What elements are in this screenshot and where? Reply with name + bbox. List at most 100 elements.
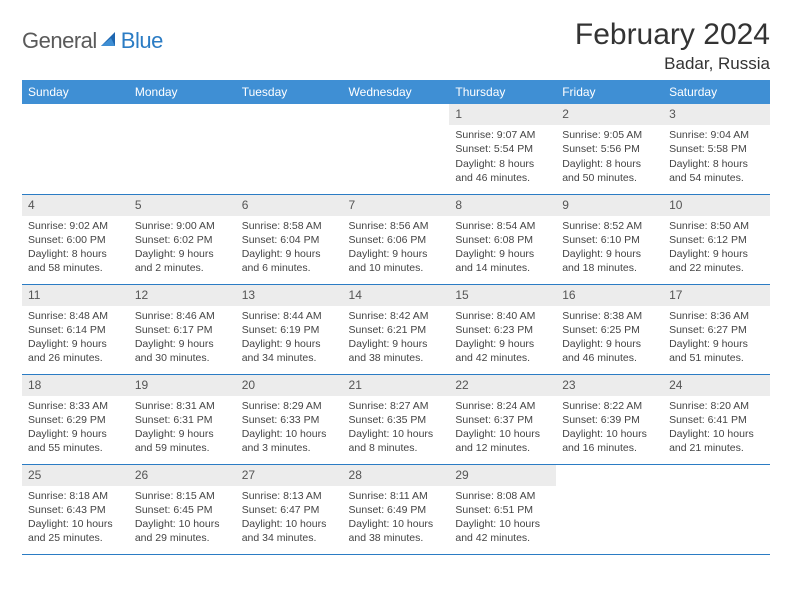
calendar-day-cell: 13Sunrise: 8:44 AMSunset: 6:19 PMDayligh… — [236, 284, 343, 374]
day-details: Sunrise: 8:38 AMSunset: 6:25 PMDaylight:… — [556, 306, 663, 370]
daylight-text: and 6 minutes. — [242, 261, 337, 275]
sunset-text: Sunset: 6:35 PM — [349, 413, 444, 427]
daylight-text: Daylight: 8 hours — [562, 157, 657, 171]
daylight-text: and 59 minutes. — [135, 441, 230, 455]
sunrise-text: Sunrise: 8:40 AM — [455, 309, 550, 323]
sunrise-text: Sunrise: 8:11 AM — [349, 489, 444, 503]
daylight-text: and 54 minutes. — [669, 171, 764, 185]
day-number: 3 — [663, 104, 770, 125]
sunrise-text: Sunrise: 8:22 AM — [562, 399, 657, 413]
daylight-text: and 58 minutes. — [28, 261, 123, 275]
day-details: Sunrise: 8:48 AMSunset: 6:14 PMDaylight:… — [22, 306, 129, 370]
daylight-text: and 51 minutes. — [669, 351, 764, 365]
calendar-day-cell: 21Sunrise: 8:27 AMSunset: 6:35 PMDayligh… — [343, 374, 450, 464]
sail-icon — [99, 29, 119, 54]
calendar-day-cell: 14Sunrise: 8:42 AMSunset: 6:21 PMDayligh… — [343, 284, 450, 374]
day-number: 12 — [129, 285, 236, 306]
calendar-empty-cell — [663, 464, 770, 554]
day-number: 21 — [343, 375, 450, 396]
daylight-text: and 12 minutes. — [455, 441, 550, 455]
day-details: Sunrise: 8:27 AMSunset: 6:35 PMDaylight:… — [343, 396, 450, 460]
calendar-day-cell: 10Sunrise: 8:50 AMSunset: 6:12 PMDayligh… — [663, 194, 770, 284]
daylight-text: Daylight: 10 hours — [455, 427, 550, 441]
day-number: 17 — [663, 285, 770, 306]
daylight-text: Daylight: 10 hours — [242, 427, 337, 441]
sunrise-text: Sunrise: 8:29 AM — [242, 399, 337, 413]
daylight-text: Daylight: 10 hours — [455, 517, 550, 531]
daylight-text: Daylight: 9 hours — [242, 337, 337, 351]
sunrise-text: Sunrise: 8:31 AM — [135, 399, 230, 413]
daylight-text: Daylight: 8 hours — [28, 247, 123, 261]
calendar-day-cell: 7Sunrise: 8:56 AMSunset: 6:06 PMDaylight… — [343, 194, 450, 284]
sunset-text: Sunset: 6:45 PM — [135, 503, 230, 517]
calendar-week-row: 4Sunrise: 9:02 AMSunset: 6:00 PMDaylight… — [22, 194, 770, 284]
daylight-text: and 50 minutes. — [562, 171, 657, 185]
sunrise-text: Sunrise: 9:02 AM — [28, 219, 123, 233]
calendar-day-cell: 26Sunrise: 8:15 AMSunset: 6:45 PMDayligh… — [129, 464, 236, 554]
daylight-text: and 46 minutes. — [455, 171, 550, 185]
day-number: 20 — [236, 375, 343, 396]
day-number: 16 — [556, 285, 663, 306]
calendar-week-row: 18Sunrise: 8:33 AMSunset: 6:29 PMDayligh… — [22, 374, 770, 464]
day-details: Sunrise: 8:22 AMSunset: 6:39 PMDaylight:… — [556, 396, 663, 460]
calendar-empty-cell — [556, 464, 663, 554]
calendar-day-cell: 29Sunrise: 8:08 AMSunset: 6:51 PMDayligh… — [449, 464, 556, 554]
daylight-text: and 55 minutes. — [28, 441, 123, 455]
day-details: Sunrise: 8:31 AMSunset: 6:31 PMDaylight:… — [129, 396, 236, 460]
daylight-text: Daylight: 10 hours — [349, 427, 444, 441]
sunset-text: Sunset: 6:21 PM — [349, 323, 444, 337]
weekday-header: Friday — [556, 80, 663, 104]
calendar-table: Sunday Monday Tuesday Wednesday Thursday… — [22, 80, 770, 555]
sunset-text: Sunset: 6:49 PM — [349, 503, 444, 517]
sunrise-text: Sunrise: 8:36 AM — [669, 309, 764, 323]
daylight-text: Daylight: 9 hours — [669, 247, 764, 261]
daylight-text: Daylight: 9 hours — [349, 247, 444, 261]
daylight-text: and 8 minutes. — [349, 441, 444, 455]
sunrise-text: Sunrise: 8:33 AM — [28, 399, 123, 413]
calendar-day-cell: 9Sunrise: 8:52 AMSunset: 6:10 PMDaylight… — [556, 194, 663, 284]
day-details: Sunrise: 8:42 AMSunset: 6:21 PMDaylight:… — [343, 306, 450, 370]
daylight-text: and 22 minutes. — [669, 261, 764, 275]
weekday-header: Thursday — [449, 80, 556, 104]
day-details: Sunrise: 8:52 AMSunset: 6:10 PMDaylight:… — [556, 216, 663, 280]
calendar-day-cell: 12Sunrise: 8:46 AMSunset: 6:17 PMDayligh… — [129, 284, 236, 374]
calendar-empty-cell — [129, 104, 236, 194]
daylight-text: and 30 minutes. — [135, 351, 230, 365]
day-number: 7 — [343, 195, 450, 216]
day-details: Sunrise: 8:50 AMSunset: 6:12 PMDaylight:… — [663, 216, 770, 280]
calendar-week-row: 25Sunrise: 8:18 AMSunset: 6:43 PMDayligh… — [22, 464, 770, 554]
weekday-header-row: Sunday Monday Tuesday Wednesday Thursday… — [22, 80, 770, 104]
calendar-day-cell: 19Sunrise: 8:31 AMSunset: 6:31 PMDayligh… — [129, 374, 236, 464]
day-details: Sunrise: 8:29 AMSunset: 6:33 PMDaylight:… — [236, 396, 343, 460]
calendar-day-cell: 16Sunrise: 8:38 AMSunset: 6:25 PMDayligh… — [556, 284, 663, 374]
calendar-day-cell: 17Sunrise: 8:36 AMSunset: 6:27 PMDayligh… — [663, 284, 770, 374]
calendar-body: 1Sunrise: 9:07 AMSunset: 5:54 PMDaylight… — [22, 104, 770, 554]
calendar-day-cell: 23Sunrise: 8:22 AMSunset: 6:39 PMDayligh… — [556, 374, 663, 464]
sunset-text: Sunset: 6:08 PM — [455, 233, 550, 247]
day-number: 5 — [129, 195, 236, 216]
day-details: Sunrise: 8:20 AMSunset: 6:41 PMDaylight:… — [663, 396, 770, 460]
day-number: 18 — [22, 375, 129, 396]
title-block: February 2024 Badar, Russia — [575, 18, 770, 74]
sunset-text: Sunset: 6:41 PM — [669, 413, 764, 427]
calendar-day-cell: 20Sunrise: 8:29 AMSunset: 6:33 PMDayligh… — [236, 374, 343, 464]
daylight-text: Daylight: 8 hours — [455, 157, 550, 171]
daylight-text: and 38 minutes. — [349, 531, 444, 545]
daylight-text: and 18 minutes. — [562, 261, 657, 275]
day-number: 6 — [236, 195, 343, 216]
calendar-week-row: 1Sunrise: 9:07 AMSunset: 5:54 PMDaylight… — [22, 104, 770, 194]
day-number: 25 — [22, 465, 129, 486]
sunrise-text: Sunrise: 8:56 AM — [349, 219, 444, 233]
calendar-day-cell: 1Sunrise: 9:07 AMSunset: 5:54 PMDaylight… — [449, 104, 556, 194]
daylight-text: Daylight: 9 hours — [135, 247, 230, 261]
calendar-day-cell: 4Sunrise: 9:02 AMSunset: 6:00 PMDaylight… — [22, 194, 129, 284]
weekday-header: Monday — [129, 80, 236, 104]
sunset-text: Sunset: 5:58 PM — [669, 142, 764, 156]
day-details: Sunrise: 8:44 AMSunset: 6:19 PMDaylight:… — [236, 306, 343, 370]
daylight-text: and 29 minutes. — [135, 531, 230, 545]
sunrise-text: Sunrise: 8:52 AM — [562, 219, 657, 233]
weekday-header: Saturday — [663, 80, 770, 104]
sunrise-text: Sunrise: 8:20 AM — [669, 399, 764, 413]
day-details: Sunrise: 8:33 AMSunset: 6:29 PMDaylight:… — [22, 396, 129, 460]
calendar-day-cell: 8Sunrise: 8:54 AMSunset: 6:08 PMDaylight… — [449, 194, 556, 284]
